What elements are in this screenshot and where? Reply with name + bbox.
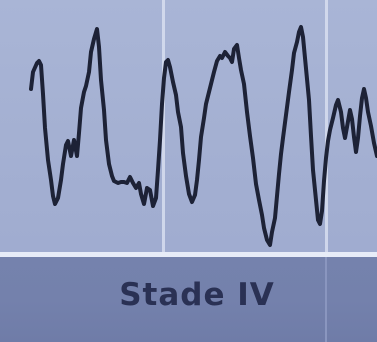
panel-separator bbox=[0, 252, 377, 257]
sleep-stage-bar bbox=[0, 257, 377, 342]
eeg-waveform-line bbox=[29, 25, 377, 247]
stage-bar-divider bbox=[325, 257, 327, 342]
eeg-waveform bbox=[29, 25, 377, 247]
eeg-trace-panel bbox=[0, 0, 377, 252]
time-marker-line bbox=[162, 0, 165, 252]
time-marker-line bbox=[325, 0, 328, 252]
sleep-stage-label: Stade IV bbox=[119, 277, 275, 313]
